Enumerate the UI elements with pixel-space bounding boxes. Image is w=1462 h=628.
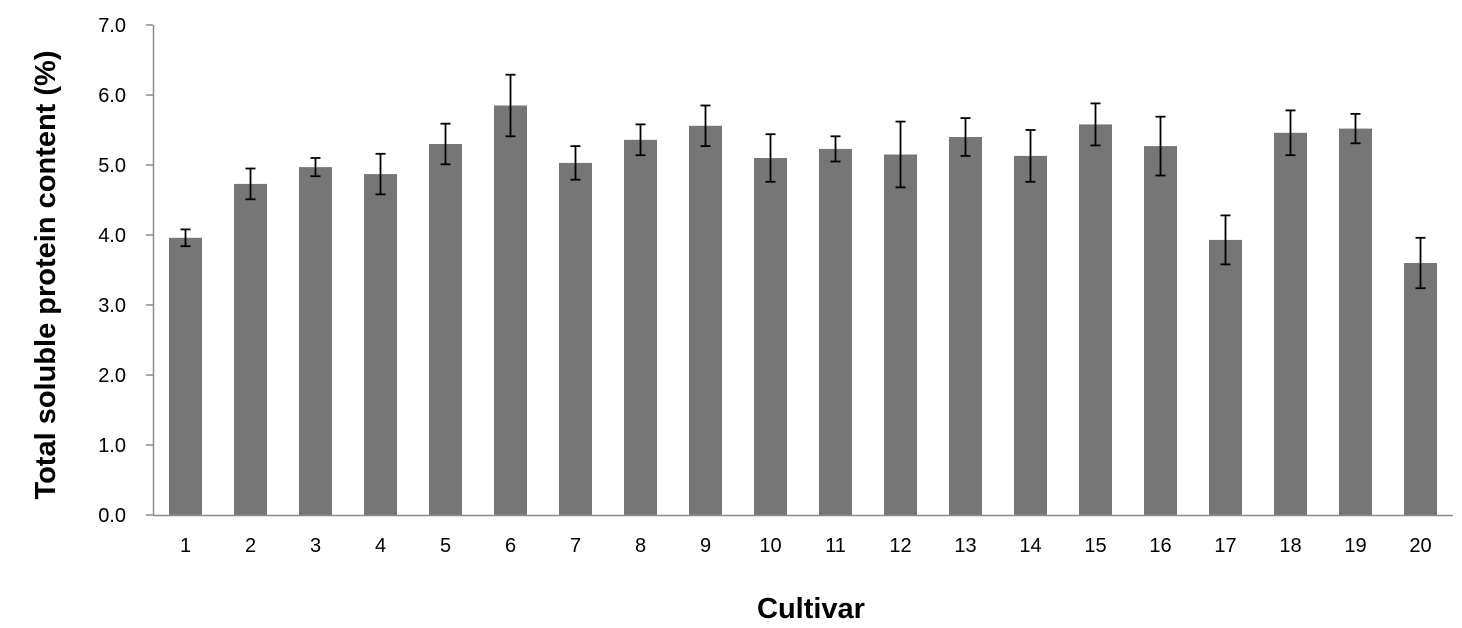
bar-cultivar-19 (1339, 128, 1372, 515)
x-tick-label: 8 (635, 535, 646, 557)
error-bar-cultivar-14 (1025, 129, 1036, 183)
error-bar-cultivar-10 (765, 133, 776, 183)
y-ticks-layer: 0.0 1.0 2.0 3.0 4.0 5.0 6.0 7.0 (98, 15, 153, 527)
error-bar-cultivar-6 (505, 73, 516, 138)
error-bar-cultivar-9 (700, 104, 711, 148)
bar-cultivar-16 (1144, 146, 1177, 515)
bar-cultivar-14 (1014, 155, 1047, 515)
x-ticks-layer: 1 2 3 4 5 6 7 8 9 10 11 12 13 14 15 16 17 18 19 20 (180, 535, 1432, 557)
bar-cultivar-13 (949, 137, 982, 515)
bar-cultivar-5 (429, 144, 462, 515)
error-bar-cultivar-3 (310, 157, 321, 178)
y-tick-label: 2.0 (98, 365, 126, 387)
bar-cultivar-15 (1079, 124, 1112, 516)
bar-cultivar-8 (624, 139, 657, 516)
y-tick-label: 7.0 (98, 15, 126, 37)
x-tick-label: 12 (889, 535, 911, 557)
error-bar-cultivar-7 (570, 145, 581, 181)
bar-cultivar-9 (689, 125, 722, 516)
x-tick-label: 3 (310, 535, 321, 557)
bar-cultivar-4 (364, 174, 397, 515)
x-tick-label: 19 (1344, 535, 1366, 557)
bar-cultivar-2 (234, 183, 267, 515)
error-bar-cultivar-11 (830, 135, 841, 163)
x-tick-label: 1 (180, 535, 191, 557)
x-axis-title: Cultivar (757, 593, 865, 625)
error-bar-cultivar-20 (1415, 236, 1426, 290)
x-tick-label: 17 (1214, 535, 1236, 557)
x-tick-label: 18 (1279, 535, 1301, 557)
error-bar-cultivar-1 (180, 228, 191, 248)
x-tick-label: 7 (570, 535, 581, 557)
error-bar-cultivar-16 (1155, 115, 1166, 177)
error-bar-cultivar-15 (1090, 102, 1101, 147)
error-bars-layer (180, 73, 1426, 290)
error-bar-cultivar-13 (960, 117, 971, 157)
x-tick-label: 15 (1084, 535, 1106, 557)
y-tick-label: 0.0 (98, 505, 126, 527)
bar-cultivar-12 (884, 154, 917, 515)
bars-layer (169, 105, 1437, 516)
error-bar-cultivar-4 (375, 152, 386, 196)
x-tick-label: 2 (245, 535, 256, 557)
x-tick-label: 11 (825, 535, 846, 557)
bar-cultivar-7 (559, 162, 592, 515)
error-bar-cultivar-5 (440, 122, 451, 166)
y-tick-label: 4.0 (98, 225, 126, 247)
error-bar-cultivar-19 (1350, 113, 1361, 145)
bar-cultivar-1 (169, 237, 202, 516)
bar-cultivar-10 (754, 158, 787, 515)
error-bar-cultivar-12 (895, 120, 906, 189)
x-tick-label: 13 (954, 535, 976, 557)
x-tick-label: 6 (505, 535, 516, 557)
y-axis-title: Total soluble protein content (%) (30, 51, 62, 500)
bar-cultivar-6 (494, 105, 527, 515)
error-bar-cultivar-18 (1285, 109, 1296, 157)
x-tick-label: 4 (375, 535, 386, 557)
x-tick-label: 16 (1149, 535, 1171, 557)
bar-cultivar-18 (1274, 132, 1307, 516)
y-tick-label: 1.0 (98, 435, 126, 457)
x-tick-label: 14 (1019, 535, 1041, 557)
bar-cultivar-11 (819, 148, 852, 515)
x-tick-label: 9 (700, 535, 711, 557)
error-bar-cultivar-17 (1220, 214, 1231, 266)
y-tick-label: 5.0 (98, 155, 126, 177)
bar-cultivar-17 (1209, 239, 1242, 515)
x-tick-label: 5 (440, 535, 451, 557)
bar-cultivar-3 (299, 167, 332, 515)
y-tick-label: 6.0 (98, 85, 126, 107)
bar-cultivar-20 (1404, 263, 1437, 515)
error-bar-cultivar-8 (635, 123, 646, 157)
error-bar-cultivar-2 (245, 167, 256, 201)
y-tick-label: 3.0 (98, 295, 126, 317)
x-tick-label: 20 (1409, 535, 1431, 557)
axes-layer (152, 25, 1453, 517)
x-tick-label: 10 (759, 535, 781, 557)
